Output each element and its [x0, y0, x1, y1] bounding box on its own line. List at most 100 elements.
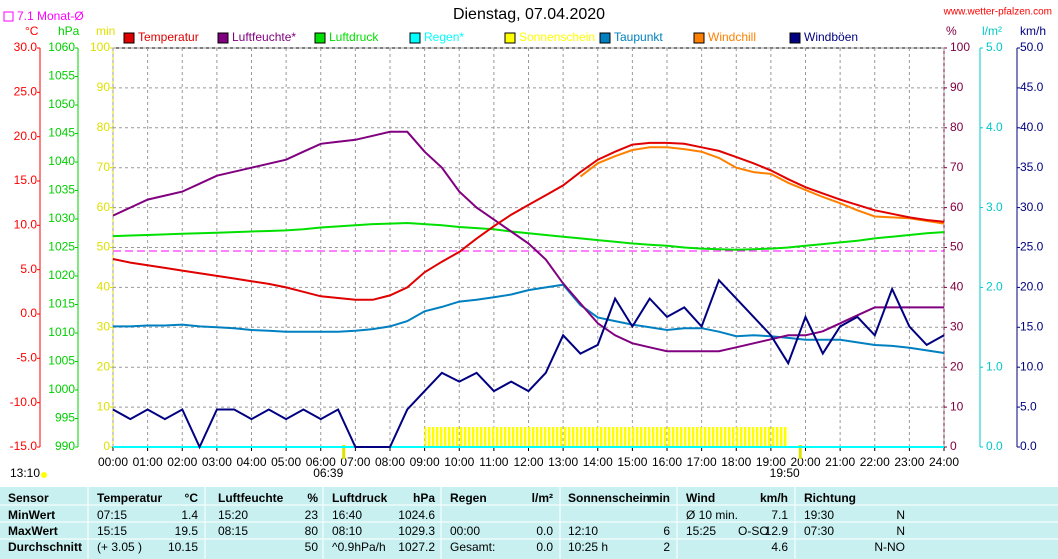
sunshine-bar	[545, 427, 564, 447]
table-cell: 0.0	[536, 540, 553, 554]
legend-label: Regen*	[424, 30, 464, 44]
y-tick-label: 60	[97, 200, 111, 214]
x-tick-label: 01:00	[133, 455, 163, 469]
table-cell: N	[896, 508, 905, 522]
table-cell: N-NO	[874, 540, 905, 554]
y-tick-label: 1000	[48, 382, 75, 396]
axis-title: l/m²	[982, 24, 1002, 38]
sunshine-bar	[597, 427, 616, 447]
table-cell: 08:15	[218, 524, 248, 538]
y-tick-label: 15.0	[1020, 319, 1044, 333]
x-tick-label: 00:00	[98, 455, 128, 469]
sunshine-bar	[493, 427, 512, 447]
table-cell: min	[649, 491, 670, 505]
table-background	[0, 487, 1058, 559]
y-tick-label: 0.0	[986, 439, 1003, 453]
x-tick-label: 06:00	[306, 455, 336, 469]
sunshine-bar	[701, 427, 719, 447]
sunshine-bar	[476, 427, 494, 447]
table-cell: 4.6	[771, 540, 788, 554]
table-cell: 07:15	[97, 508, 127, 522]
x-tick-label: 22:00	[860, 455, 890, 469]
y-tick-label: 100	[950, 40, 970, 54]
y-tick-label: -10.0	[10, 395, 38, 409]
y-tick-label: 80	[97, 120, 111, 134]
table-cell: Luftfeuchte	[218, 491, 284, 505]
legend-label: Luftdruck	[329, 30, 379, 44]
series-line	[112, 130, 944, 353]
sun-event-label: 06:39	[313, 466, 343, 480]
y-tick-label: 50	[950, 240, 964, 254]
table-cell: 1.4	[181, 508, 198, 522]
table-cell: Gesamt:	[450, 540, 495, 554]
y-tick-label: 15.0	[14, 173, 38, 187]
y-tick-label: 5.0	[1020, 399, 1037, 413]
series-line	[112, 221, 945, 251]
sun-event-label: 19:50	[770, 466, 800, 480]
legend-swatch	[599, 32, 611, 44]
x-tick-label: 17:00	[687, 455, 717, 469]
table-cell: 6	[663, 524, 670, 538]
table-cell: Temperatur	[97, 491, 162, 505]
table-cell: 00:00	[450, 524, 480, 538]
x-tick-label: 03:00	[202, 455, 232, 469]
sunshine-bar	[667, 427, 685, 447]
table-cell: 15:20	[218, 508, 248, 522]
legend-swatch	[123, 32, 135, 44]
day-length: 13:10	[10, 466, 40, 480]
y-tick-label: 70	[950, 160, 964, 174]
y-tick-label: 0.0	[20, 306, 37, 320]
sunshine-bar	[753, 427, 771, 447]
table-cell: 80	[305, 524, 319, 538]
x-tick-label: 18:00	[721, 455, 751, 469]
table-cell: (+ 3.05 )	[97, 540, 142, 554]
table-cell: 19.5	[175, 524, 199, 538]
legend-label: Windchill	[708, 30, 756, 44]
y-tick-label: 990	[55, 439, 75, 453]
x-tick-label: 23:00	[894, 455, 924, 469]
table-cell: hPa	[413, 491, 435, 505]
sunshine-bar	[441, 427, 460, 447]
y-tick-label: 10	[950, 399, 964, 413]
reference-legend-box	[3, 11, 14, 22]
y-tick-label: 25.0	[1020, 240, 1044, 254]
y-tick-label: 90	[97, 80, 111, 94]
y-tick-label: 1050	[48, 97, 75, 111]
y-tick-label: 1030	[48, 211, 75, 225]
y-tick-label: 10.0	[14, 218, 38, 232]
y-tick-label: 10	[97, 399, 111, 413]
x-tick-label: 13:00	[548, 455, 578, 469]
chart-title: Dienstag, 07.04.2020	[453, 6, 605, 23]
y-tick-label: 100	[90, 40, 110, 54]
table-cell: 07:30	[804, 524, 834, 538]
x-tick-label: 09:00	[410, 455, 440, 469]
y-tick-label: 1010	[48, 325, 75, 339]
sunshine-bar	[615, 427, 633, 447]
table-cell: O-SO	[738, 524, 769, 538]
table-cell: 08:10	[332, 524, 362, 538]
y-tick-label: 1025	[48, 240, 75, 254]
y-tick-label: 1060	[48, 40, 75, 54]
series-line	[113, 283, 945, 354]
y-tick-label: 90	[950, 80, 964, 94]
y-tick-label: 1015	[48, 297, 75, 311]
y-tick-label: 50.0	[1020, 40, 1044, 54]
table-cell: 7.1	[771, 508, 788, 522]
x-tick-label: 12:00	[513, 455, 543, 469]
table-cell: 19:30	[804, 508, 834, 522]
legend-swatch	[693, 32, 705, 44]
sunshine-bar	[684, 427, 702, 447]
y-tick-label: 60	[950, 200, 964, 214]
y-tick-label: 1055	[48, 69, 75, 83]
sunshine-bar	[649, 427, 667, 447]
x-tick-label: 21:00	[825, 455, 855, 469]
series-line	[112, 278, 945, 450]
y-tick-label: 20.0	[1020, 280, 1044, 294]
x-tick-label: 04:00	[236, 455, 266, 469]
table-cell: Richtung	[804, 491, 856, 505]
axis-title: km/h	[1020, 24, 1046, 38]
table-cell: 12.9	[765, 524, 789, 538]
y-tick-label: 25.0	[14, 85, 38, 99]
legend-label: Luftfeuchte*	[232, 30, 296, 44]
